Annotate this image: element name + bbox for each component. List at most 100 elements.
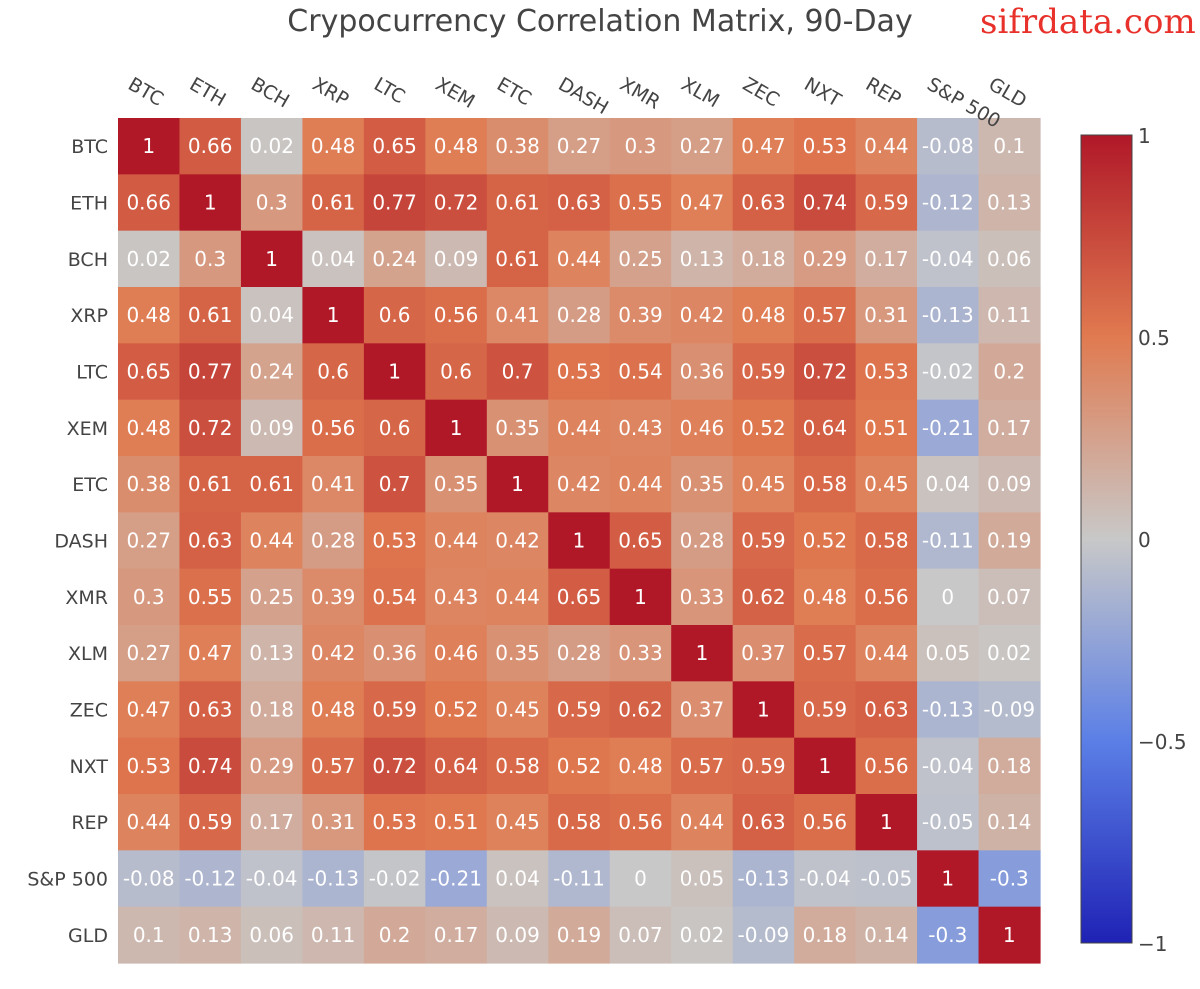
heatmap-cell [978, 118, 1041, 175]
cell-value-label: 0 [941, 585, 954, 609]
cell-value-label: 0.09 [495, 923, 540, 947]
cell-value-label: 0.56 [434, 303, 479, 327]
heatmap-cell [425, 287, 488, 344]
heatmap-cell [425, 850, 488, 908]
cell-value-label: 0.57 [680, 754, 725, 778]
heatmap-cell [609, 174, 672, 232]
cell-value-label: 0.45 [741, 472, 786, 496]
cell-value-label: 0.02 [126, 247, 171, 271]
y-tick-label: BCH [68, 249, 108, 271]
heatmap-cell [794, 399, 857, 457]
heatmap-cell [917, 287, 980, 344]
cell-value-label: 0.25 [249, 585, 294, 609]
cell-value-label: 1 [388, 360, 401, 384]
heatmap-cell [363, 456, 426, 513]
cell-value-label: 0.74 [803, 191, 848, 215]
heatmap-cell [179, 850, 242, 908]
cell-value-label: 0.37 [680, 698, 725, 722]
cell-value-label: 0.44 [434, 529, 479, 553]
heatmap-cell [548, 174, 611, 232]
colorbar-tick-label: 0.5 [1138, 326, 1170, 350]
heatmap-cell [855, 737, 918, 795]
heatmap-cell [732, 681, 795, 739]
cell-value-label: 1 [511, 472, 524, 496]
heatmap-cell [302, 343, 365, 401]
cell-value-label: -0.13 [307, 867, 359, 891]
cell-value-label: 0.17 [864, 247, 909, 271]
heatmap-cell [302, 850, 365, 908]
cell-value-label: 0.7 [379, 472, 411, 496]
heatmap-cell [548, 681, 611, 739]
cell-value-label: 0.6 [379, 416, 411, 440]
cell-value-label: 0.54 [618, 360, 663, 384]
heatmap-cell [978, 568, 1041, 626]
cell-value-label: 0.61 [495, 191, 540, 215]
cell-value-label: 0.28 [680, 529, 725, 553]
heatmap-cell [486, 118, 549, 175]
heatmap-cell [794, 512, 857, 570]
heatmap-cell [671, 512, 734, 570]
cell-value-label: 0.09 [249, 416, 294, 440]
x-tick-label: ETH [186, 73, 230, 111]
cell-value-label: 0.72 [372, 754, 417, 778]
cell-value-label: 0.54 [372, 585, 417, 609]
heatmap-cell [732, 625, 795, 682]
heatmap-cell [240, 794, 303, 851]
cell-value-label: -0.13 [738, 867, 790, 891]
heatmap-cell [671, 174, 734, 232]
x-tick-label: DASH [555, 73, 612, 119]
x-tick-label: NXT [800, 73, 845, 112]
cell-value-label: 0.45 [495, 810, 540, 834]
cell-value-label: 0.55 [188, 585, 233, 609]
cell-value-label: 0.44 [618, 472, 663, 496]
cell-value-label: 0.1 [993, 134, 1025, 158]
cell-value-label: 0.43 [618, 416, 663, 440]
cell-value-label: 0.06 [249, 923, 294, 947]
cell-value-label: 0.44 [249, 529, 294, 553]
cell-value-label: 0.66 [126, 191, 171, 215]
heatmap-cell [302, 456, 365, 513]
cell-value-label: 0.24 [372, 247, 417, 271]
heatmap-cell [609, 737, 672, 795]
heatmap-cell [671, 681, 734, 739]
heatmap-cell [179, 625, 242, 682]
cell-value-label: 0.62 [741, 585, 786, 609]
heatmap-cell [794, 568, 857, 626]
heatmap-cell [363, 174, 426, 232]
heatmap-cell [917, 681, 980, 739]
x-tick-label: XEM [432, 73, 479, 113]
heatmap-cell [118, 399, 181, 457]
y-tick-label: ETC [72, 474, 108, 496]
heatmap-cell [179, 568, 242, 626]
cell-value-label: 0.72 [803, 360, 848, 384]
cell-value-label: -0.04 [246, 867, 298, 891]
heatmap-cell [179, 794, 242, 851]
cell-value-label: 0.14 [864, 923, 909, 947]
cell-value-label: -0.3 [928, 923, 967, 947]
cell-value-label: 1 [265, 247, 278, 271]
cell-value-label: 0.77 [372, 191, 417, 215]
heatmap-cell [302, 512, 365, 570]
heatmap-cell [240, 118, 303, 175]
cell-value-label: 0.61 [495, 247, 540, 271]
cell-value-label: 0.37 [741, 641, 786, 665]
heatmap-cell [732, 399, 795, 457]
cell-value-label: 0.38 [126, 472, 171, 496]
heatmap-cell [671, 794, 734, 851]
cell-value-label: -0.05 [860, 867, 912, 891]
heatmap-cell [917, 906, 980, 964]
cell-value-label: 0.62 [618, 698, 663, 722]
cell-value-label: 0.04 [495, 867, 540, 891]
cell-value-label: 1 [204, 191, 217, 215]
heatmap-cell [917, 399, 980, 457]
cell-value-label: 0.11 [311, 923, 356, 947]
cell-value-label: 0.56 [618, 810, 663, 834]
heatmap-cell [794, 850, 857, 908]
chart-title: Crypocurrency Correlation Matrix, 90-Day [287, 4, 913, 39]
heatmap-cell [978, 456, 1041, 513]
y-tick-label: GLD [68, 925, 108, 947]
x-tick-label: XMR [616, 73, 664, 113]
cell-value-label: 0.04 [926, 472, 971, 496]
cell-value-label: 0.35 [680, 472, 725, 496]
heatmap-cell [302, 737, 365, 795]
